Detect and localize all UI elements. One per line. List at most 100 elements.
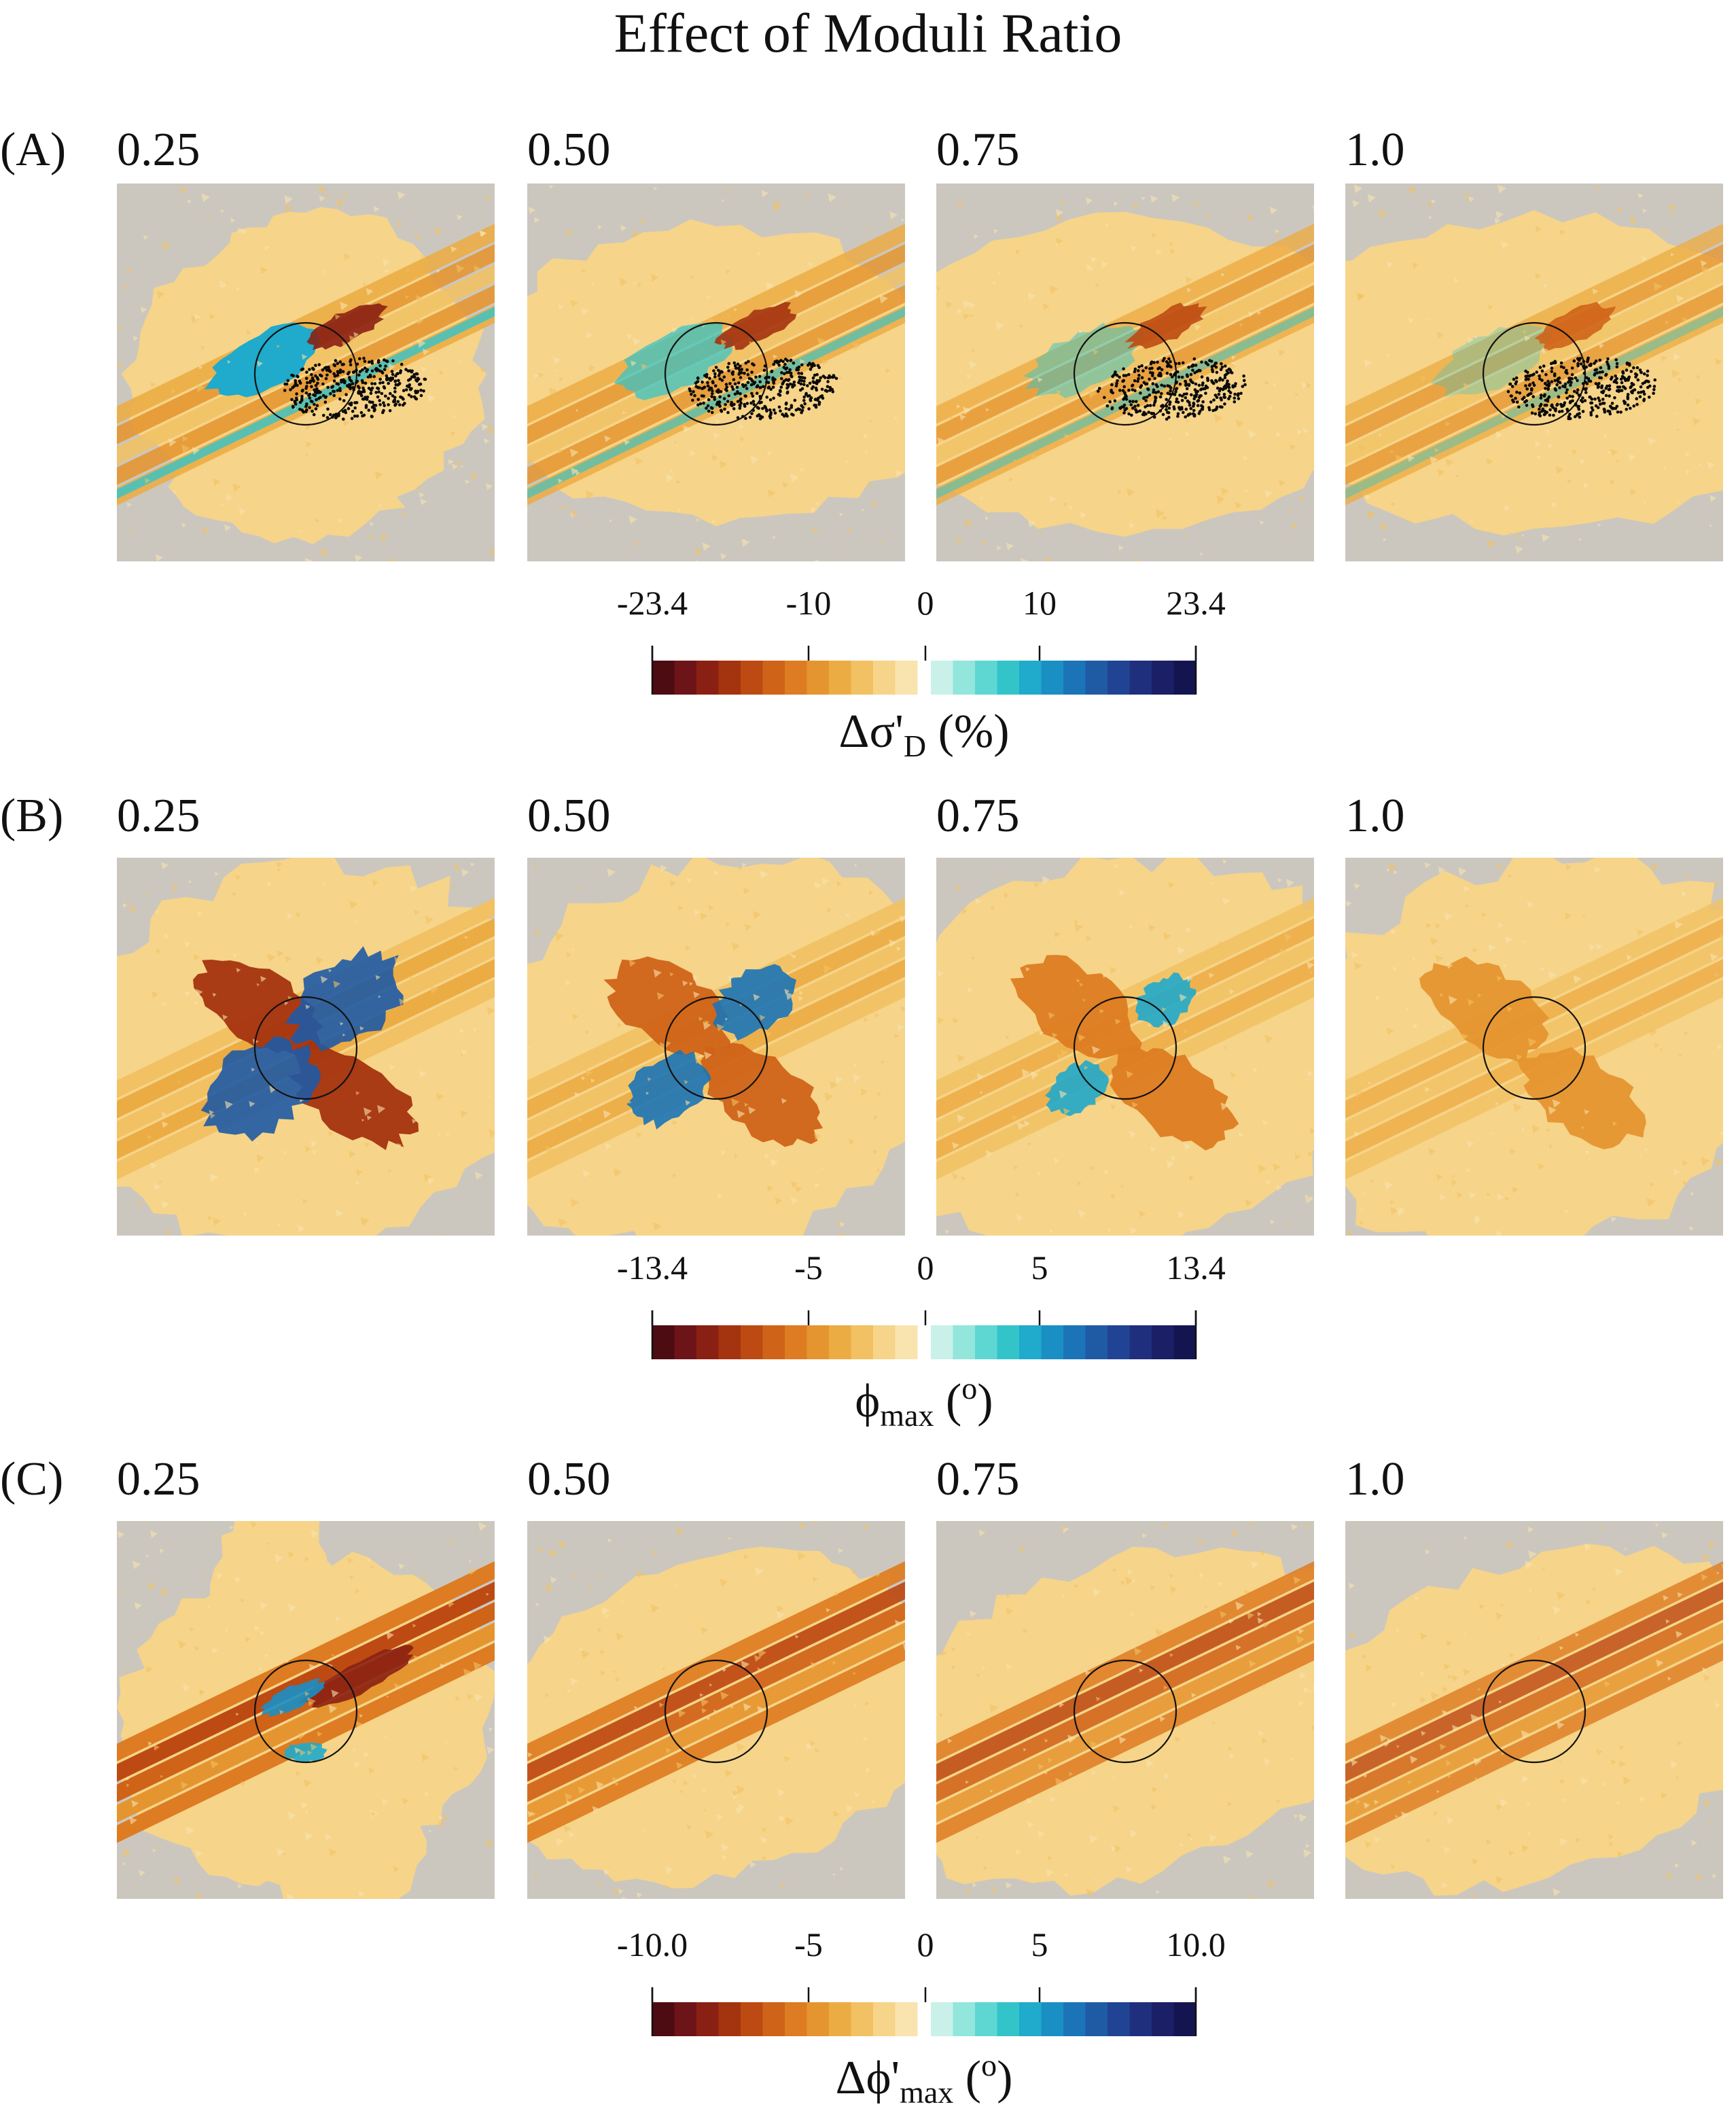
colorbar-tick-label: 10: [1023, 584, 1057, 622]
fault-band: [1345, 1622, 1723, 1823]
colorbar-tick-label: 10.0: [1166, 1925, 1226, 1963]
colorbar-graphic: [651, 1310, 1197, 1359]
fault-band: [1345, 898, 1723, 1098]
panel-ratio-label: 0.50: [527, 790, 611, 842]
fault-band: [527, 264, 905, 465]
injection-circle: [253, 321, 358, 426]
contour-panel: [1345, 1521, 1723, 1899]
colorbar-tick-label: -23.4: [616, 584, 688, 622]
injection-circle: [253, 996, 358, 1100]
colorbar-tick-label: 23.4: [1166, 584, 1226, 622]
panel-ratio-label: 0.75: [936, 124, 1020, 176]
fault-band: [1345, 1561, 1723, 1762]
fault-band: [117, 1582, 495, 1782]
panel-ratio-label: 1.0: [1345, 124, 1405, 176]
panel-ratio-label: 0.25: [117, 790, 200, 842]
colorbar: -13.4 -5 0 5 13.4: [617, 1248, 1226, 1386]
injection-circle: [1482, 996, 1587, 1100]
contour-panel: [117, 184, 495, 561]
colorbar-label-part: ): [997, 2052, 1013, 2104]
colorbar-label-part: Δϕ': [835, 2052, 900, 2104]
contour-panel: [527, 184, 905, 561]
fault-band: [117, 224, 495, 424]
colorbar-label-part: (: [934, 1375, 962, 1427]
event-dots: [1096, 357, 1247, 421]
contour-panel: [1345, 858, 1723, 1236]
colorbar-label: Δϕ'max (o): [645, 2050, 1203, 2108]
fault-band: [936, 1602, 1314, 1802]
fault-band: [1345, 1643, 1723, 1843]
fault-band: [117, 264, 495, 465]
colorbar-tick-label: 13.4: [1166, 1248, 1226, 1287]
row-label: (C): [0, 1453, 64, 1505]
colorbar-tick-label: -5: [794, 1925, 823, 1963]
colorbar-label-part: max: [900, 2075, 954, 2110]
injection-circle: [1073, 996, 1177, 1100]
fault-band: [936, 1582, 1314, 1782]
row-label: (B): [0, 790, 64, 842]
colorbar-label-part: o: [961, 1371, 978, 1405]
injection-circle: [664, 321, 768, 426]
contour-panel: [1345, 184, 1723, 561]
event-dots: [1506, 356, 1657, 421]
colorbar-tick-label: 0: [917, 1248, 934, 1287]
colorbar-label-part: o: [981, 2048, 997, 2082]
injection-circle: [1482, 1659, 1587, 1764]
fault-band: [1345, 305, 1723, 506]
colorbar-label-part: Δσ': [838, 705, 904, 758]
colorbar-tick-label: 0: [917, 1925, 934, 1963]
colorbar-label-part: (: [953, 2052, 982, 2104]
colorbar: -10.0 -5 0 5 10.0: [617, 1925, 1226, 2063]
colorbar-label: ϕmax (o): [645, 1373, 1203, 1431]
colorbar-graphic: [651, 1987, 1197, 2036]
colorbar-tick-label: -13.4: [616, 1248, 688, 1287]
colorbar-tick-label: -5: [794, 1248, 823, 1287]
panel-ratio-label: 1.0: [1345, 790, 1405, 842]
fault-band: [527, 1582, 905, 1782]
fault-band: [117, 1622, 495, 1823]
fault-band: [527, 1561, 905, 1762]
colorbar-label-part: ϕ: [855, 1375, 881, 1427]
panel-ratio-label: 0.50: [527, 124, 611, 176]
colorbar-label-part: (%): [926, 705, 1010, 758]
colorbar-label: Δσ'D (%): [645, 708, 1203, 762]
panel-ratio-label: 0.50: [527, 1453, 611, 1505]
event-dots: [283, 356, 427, 421]
injection-circle: [253, 1659, 358, 1764]
fault-band: [936, 285, 1314, 485]
figure-title: Effect of Moduli Ratio: [614, 2, 1122, 64]
colorbar: -23.4 -10 0 10 23.4: [617, 584, 1226, 722]
fault-band: [1345, 264, 1723, 465]
colorbar-label-part: D: [903, 729, 927, 763]
fault-band: [1345, 224, 1723, 424]
fault-band: [527, 1602, 905, 1802]
event-dots: [688, 357, 838, 421]
fault-band: [527, 1643, 905, 1843]
colorbar-tick-label: 5: [1031, 1248, 1048, 1287]
panel-ratio-label: 0.25: [117, 1453, 200, 1505]
contour-panel: [117, 1521, 495, 1899]
contour-panel: [936, 858, 1314, 1236]
panel-ratio-label: 0.75: [936, 790, 1020, 842]
fault-band: [1345, 1602, 1723, 1802]
colorbar-tick-label: 0: [917, 584, 934, 622]
fault-band: [936, 1622, 1314, 1823]
row-label: (A): [0, 124, 67, 176]
panel-ratio-label: 0.75: [936, 1453, 1020, 1505]
contour-panel: [117, 858, 495, 1236]
fault-band: [1345, 244, 1723, 444]
contour-panel: [527, 1521, 905, 1899]
colorbar-tick-label: 5: [1031, 1925, 1048, 1963]
fault-band: [117, 285, 495, 485]
contour-panel: [936, 1521, 1314, 1899]
contour-panel: [936, 184, 1314, 561]
injection-circle: [1073, 1659, 1177, 1764]
fault-band: [936, 1561, 1314, 1762]
fault-band: [527, 1622, 905, 1823]
colorbar-label-part: max: [880, 1398, 934, 1433]
injection-circle: [664, 1659, 768, 1764]
colorbar-label-part: ): [977, 1375, 993, 1427]
colorbar-graphic: [651, 646, 1197, 695]
panel-ratio-label: 0.25: [117, 124, 200, 176]
fault-band: [117, 1643, 495, 1843]
